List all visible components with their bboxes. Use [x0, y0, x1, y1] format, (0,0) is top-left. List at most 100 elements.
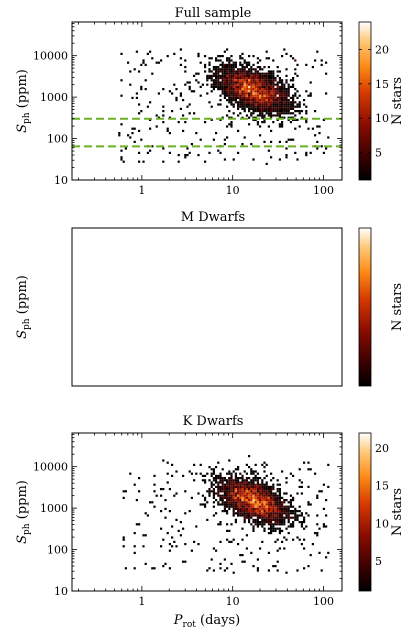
- heatmap-cell: [248, 94, 251, 97]
- heatmap-cell: [120, 156, 123, 159]
- heatmap-cell: [256, 72, 259, 75]
- heatmap-cell: [254, 496, 257, 499]
- heatmap-cell: [281, 529, 284, 532]
- heatmap-cell: [184, 59, 187, 62]
- heatmap-cell: [256, 479, 259, 482]
- heatmap-cell: [234, 85, 237, 88]
- heatmap-cell: [239, 496, 242, 499]
- heatmap-cell: [281, 518, 284, 521]
- heatmap-cell: [133, 483, 136, 486]
- heatmap-cell: [208, 492, 211, 495]
- heatmap-cell: [237, 70, 240, 73]
- heatmap-cell: [261, 114, 264, 117]
- heatmap-cell: [261, 521, 264, 524]
- heatmap-cell: [270, 105, 273, 108]
- heatmap-cell: [265, 72, 268, 75]
- heatmap-cell: [223, 510, 226, 513]
- heatmap-cell: [256, 499, 259, 502]
- heatmap-cell: [122, 536, 125, 539]
- heatmap-cell: [254, 88, 257, 91]
- x-tick-label: 1: [138, 184, 145, 197]
- heatmap-cell: [239, 499, 242, 502]
- heatmap-cell: [263, 77, 266, 80]
- heatmap-cell: [263, 499, 266, 502]
- heatmap-cell: [276, 105, 279, 108]
- heatmap-cell: [122, 545, 125, 548]
- heatmap-cell: [243, 88, 246, 91]
- heatmap-cell: [270, 77, 273, 80]
- heatmap-cell: [212, 569, 215, 572]
- heatmap-cell: [270, 518, 273, 521]
- heatmap-cell: [259, 477, 262, 480]
- heatmap-cell: [241, 527, 244, 530]
- heatmap-cell: [241, 88, 244, 91]
- heatmap-cell: [241, 505, 244, 508]
- heatmap-cell: [245, 496, 248, 499]
- heatmap-cell: [325, 525, 328, 528]
- heatmap-cell: [243, 61, 246, 64]
- heatmap-cell: [276, 514, 279, 517]
- heatmap-cell: [182, 527, 185, 530]
- heatmap-cell: [217, 74, 220, 77]
- colorbar-tick-label: 15: [375, 78, 389, 91]
- heatmap-cell: [327, 551, 330, 554]
- heatmap-cell: [263, 529, 266, 532]
- heatmap-cell: [248, 99, 251, 102]
- heatmap-cell: [250, 512, 253, 515]
- heatmap-cell: [265, 162, 268, 165]
- heatmap-cell: [212, 66, 215, 69]
- heatmap-cell: [261, 121, 264, 124]
- heatmap-cell: [206, 569, 209, 572]
- heatmap-cell: [267, 505, 270, 508]
- heatmap-cell: [212, 547, 215, 550]
- heatmap-cell: [237, 96, 240, 99]
- heatmap-cell: [292, 85, 295, 88]
- heatmap-cell: [261, 96, 264, 99]
- heatmap-cell: [212, 505, 215, 508]
- heatmap-cell: [281, 125, 284, 128]
- colorbar-tick-label: 5: [375, 555, 382, 568]
- heatmap-cell: [204, 479, 207, 482]
- heatmap-cell: [281, 55, 284, 58]
- heatmap-cell: [153, 474, 156, 477]
- heatmap-cell: [243, 560, 246, 563]
- heatmap-cell: [265, 101, 268, 104]
- heatmap-cell: [168, 488, 171, 491]
- x-tick-label: 10: [226, 595, 240, 608]
- colorbar-label: N stars: [390, 77, 405, 125]
- heatmap-cell: [261, 85, 264, 88]
- heatmap-cell: [241, 503, 244, 506]
- heatmap-cell: [303, 99, 306, 102]
- heatmap-cell: [250, 112, 253, 115]
- heatmap-cell: [289, 55, 292, 58]
- heatmap-cell: [294, 518, 297, 521]
- heatmap-cell: [245, 547, 248, 550]
- heatmap-cell: [217, 59, 220, 62]
- heatmap-cell: [267, 79, 270, 82]
- heatmap-cell: [254, 521, 257, 524]
- heatmap-cell: [252, 481, 255, 484]
- heatmap-cell: [285, 477, 288, 480]
- heatmap-cell: [237, 77, 240, 80]
- heatmap-cell: [272, 507, 275, 510]
- heatmap-cell: [239, 477, 242, 480]
- heatmap-cell: [272, 83, 275, 86]
- heatmap-cell: [263, 85, 266, 88]
- heatmap-cell: [243, 103, 246, 106]
- heatmap-cell: [241, 490, 244, 493]
- heatmap-cell: [241, 485, 244, 488]
- heatmap-cell: [305, 512, 308, 515]
- heatmap-cell: [272, 88, 275, 91]
- heatmap-cell: [241, 74, 244, 77]
- heatmap-cell: [237, 483, 240, 486]
- heatmap-cell: [144, 562, 147, 565]
- heatmap-cell: [234, 99, 237, 102]
- heatmap-cell: [272, 107, 275, 110]
- heatmap-cell: [309, 151, 312, 154]
- heatmap-cell: [267, 518, 270, 521]
- heatmap-cell: [228, 492, 231, 495]
- heatmap-cell: [243, 92, 246, 95]
- heatmap-cell: [256, 81, 259, 84]
- heatmap-cell: [221, 72, 224, 75]
- heatmap-cell: [259, 72, 262, 75]
